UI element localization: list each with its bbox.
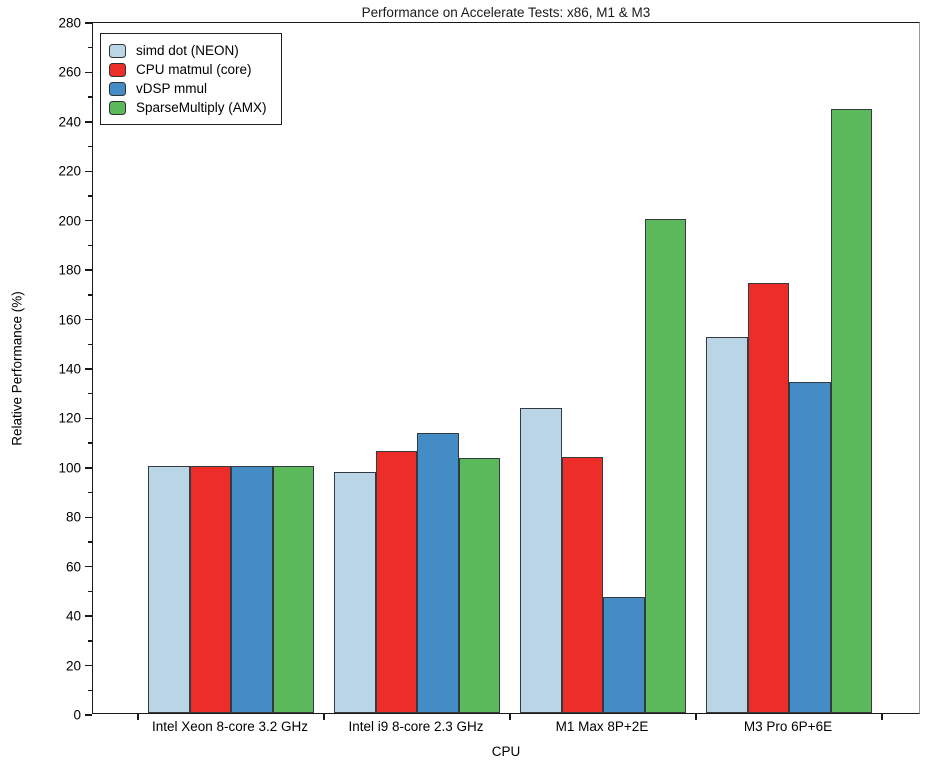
- y-minor-tick: [87, 541, 92, 543]
- legend-swatch-cpu-matmul: [109, 62, 126, 77]
- bar: [334, 472, 376, 713]
- y-major-tick: [84, 368, 92, 370]
- bar: [375, 451, 417, 713]
- bar: [458, 458, 500, 713]
- legend-item-label: simd dot (NEON): [136, 43, 239, 58]
- legend-swatch-simd-dot: [109, 43, 126, 58]
- y-major-tick: [84, 71, 92, 74]
- x-boundary-tick: [695, 713, 697, 720]
- y-major-tick: [84, 318, 92, 321]
- y-tick-label: 280: [58, 15, 81, 31]
- y-tick-label: 100: [58, 460, 81, 476]
- y-major-tick: [84, 565, 92, 568]
- y-tick-label: 0: [73, 707, 81, 723]
- y-tick-label: 260: [58, 64, 81, 80]
- y-tick-label: 120: [58, 410, 81, 426]
- y-tick-label: 40: [65, 608, 81, 624]
- y-major-tick: [84, 516, 92, 519]
- y-minor-tick: [87, 96, 92, 98]
- x-category-label: Intel i9 8-core 2.3 GHz: [348, 719, 484, 734]
- legend-item: vDSP mmul: [109, 79, 267, 98]
- y-tick-label: 240: [58, 114, 81, 130]
- y-tick-label: 220: [58, 163, 81, 179]
- y-major-tick: [84, 219, 92, 222]
- y-major-tick: [84, 467, 92, 469]
- legend-swatch-sparse-multiply: [109, 100, 126, 115]
- x-boundary-tick: [137, 713, 139, 720]
- bar: [747, 282, 789, 713]
- legend-item: CPU matmul (core): [109, 60, 267, 79]
- bar: [189, 465, 231, 713]
- legend-swatch-vdsp-mmul: [109, 81, 126, 96]
- y-tick-label: 60: [65, 559, 81, 575]
- legend-item-label: SparseMultiply (AMX): [136, 100, 267, 115]
- y-minor-tick: [87, 195, 92, 197]
- legend-item-label: vDSP mmul: [136, 81, 208, 96]
- y-major-tick: [84, 121, 92, 123]
- y-major-tick: [84, 417, 92, 420]
- y-major-tick: [84, 714, 92, 716]
- y-tick-label: 200: [58, 213, 81, 229]
- x-category-label: M3 Pro 6P+6E: [743, 719, 833, 734]
- x-boundary-tick: [323, 713, 325, 720]
- bar: [417, 432, 459, 713]
- y-minor-tick: [87, 392, 92, 395]
- y-major-tick: [84, 22, 92, 24]
- x-boundary-tick: [509, 713, 511, 720]
- y-minor-tick: [87, 590, 92, 593]
- y-major-tick: [84, 664, 92, 667]
- bar: [603, 596, 645, 713]
- y-tick-label: 140: [58, 361, 81, 377]
- y-tick-label: 160: [58, 312, 81, 328]
- y-minor-tick: [87, 294, 92, 296]
- y-tick-label: 80: [65, 509, 81, 525]
- y-tick-label: 20: [65, 658, 81, 674]
- y-major-tick: [84, 269, 92, 271]
- bar: [830, 108, 872, 713]
- y-major-tick: [84, 615, 92, 617]
- bar: [644, 218, 686, 713]
- y-tick-label: 180: [58, 262, 81, 278]
- y-minor-tick: [87, 244, 92, 247]
- chart-title: Performance on Accelerate Tests: x86, M1…: [361, 5, 651, 20]
- bar: [561, 457, 603, 713]
- y-minor-tick: [87, 640, 92, 642]
- legend: simd dot (NEON) CPU matmul (core) vDSP m…: [100, 33, 282, 125]
- bar: [272, 465, 314, 713]
- bar: [148, 465, 190, 713]
- bar: [789, 381, 831, 713]
- x-axis-label: CPU: [491, 744, 521, 759]
- y-major-tick: [84, 170, 92, 173]
- bar: [520, 407, 562, 713]
- y-axis-label: Relative Performance (%): [9, 291, 25, 446]
- y-minor-tick: [87, 689, 92, 692]
- bars-container: [93, 23, 919, 713]
- bar: [706, 337, 748, 713]
- x-category-label: M1 Max 8P+2E: [555, 719, 649, 734]
- x-boundary-tick: [881, 713, 883, 720]
- y-minor-tick: [87, 343, 92, 346]
- y-minor-tick: [87, 442, 92, 444]
- y-minor-tick: [87, 145, 92, 148]
- legend-item: SparseMultiply (AMX): [109, 98, 267, 117]
- x-category-label: Intel Xeon 8-core 3.2 GHz: [151, 719, 309, 734]
- y-minor-tick: [87, 491, 92, 494]
- y-minor-tick: [87, 46, 92, 49]
- legend-item: simd dot (NEON): [109, 41, 267, 60]
- legend-item-label: CPU matmul (core): [136, 62, 252, 77]
- plot-area: 0 20 40 60 80 100 120 140 160 180 200 220 240 260 280 …: [58, 16, 920, 723]
- bar: [231, 465, 273, 713]
